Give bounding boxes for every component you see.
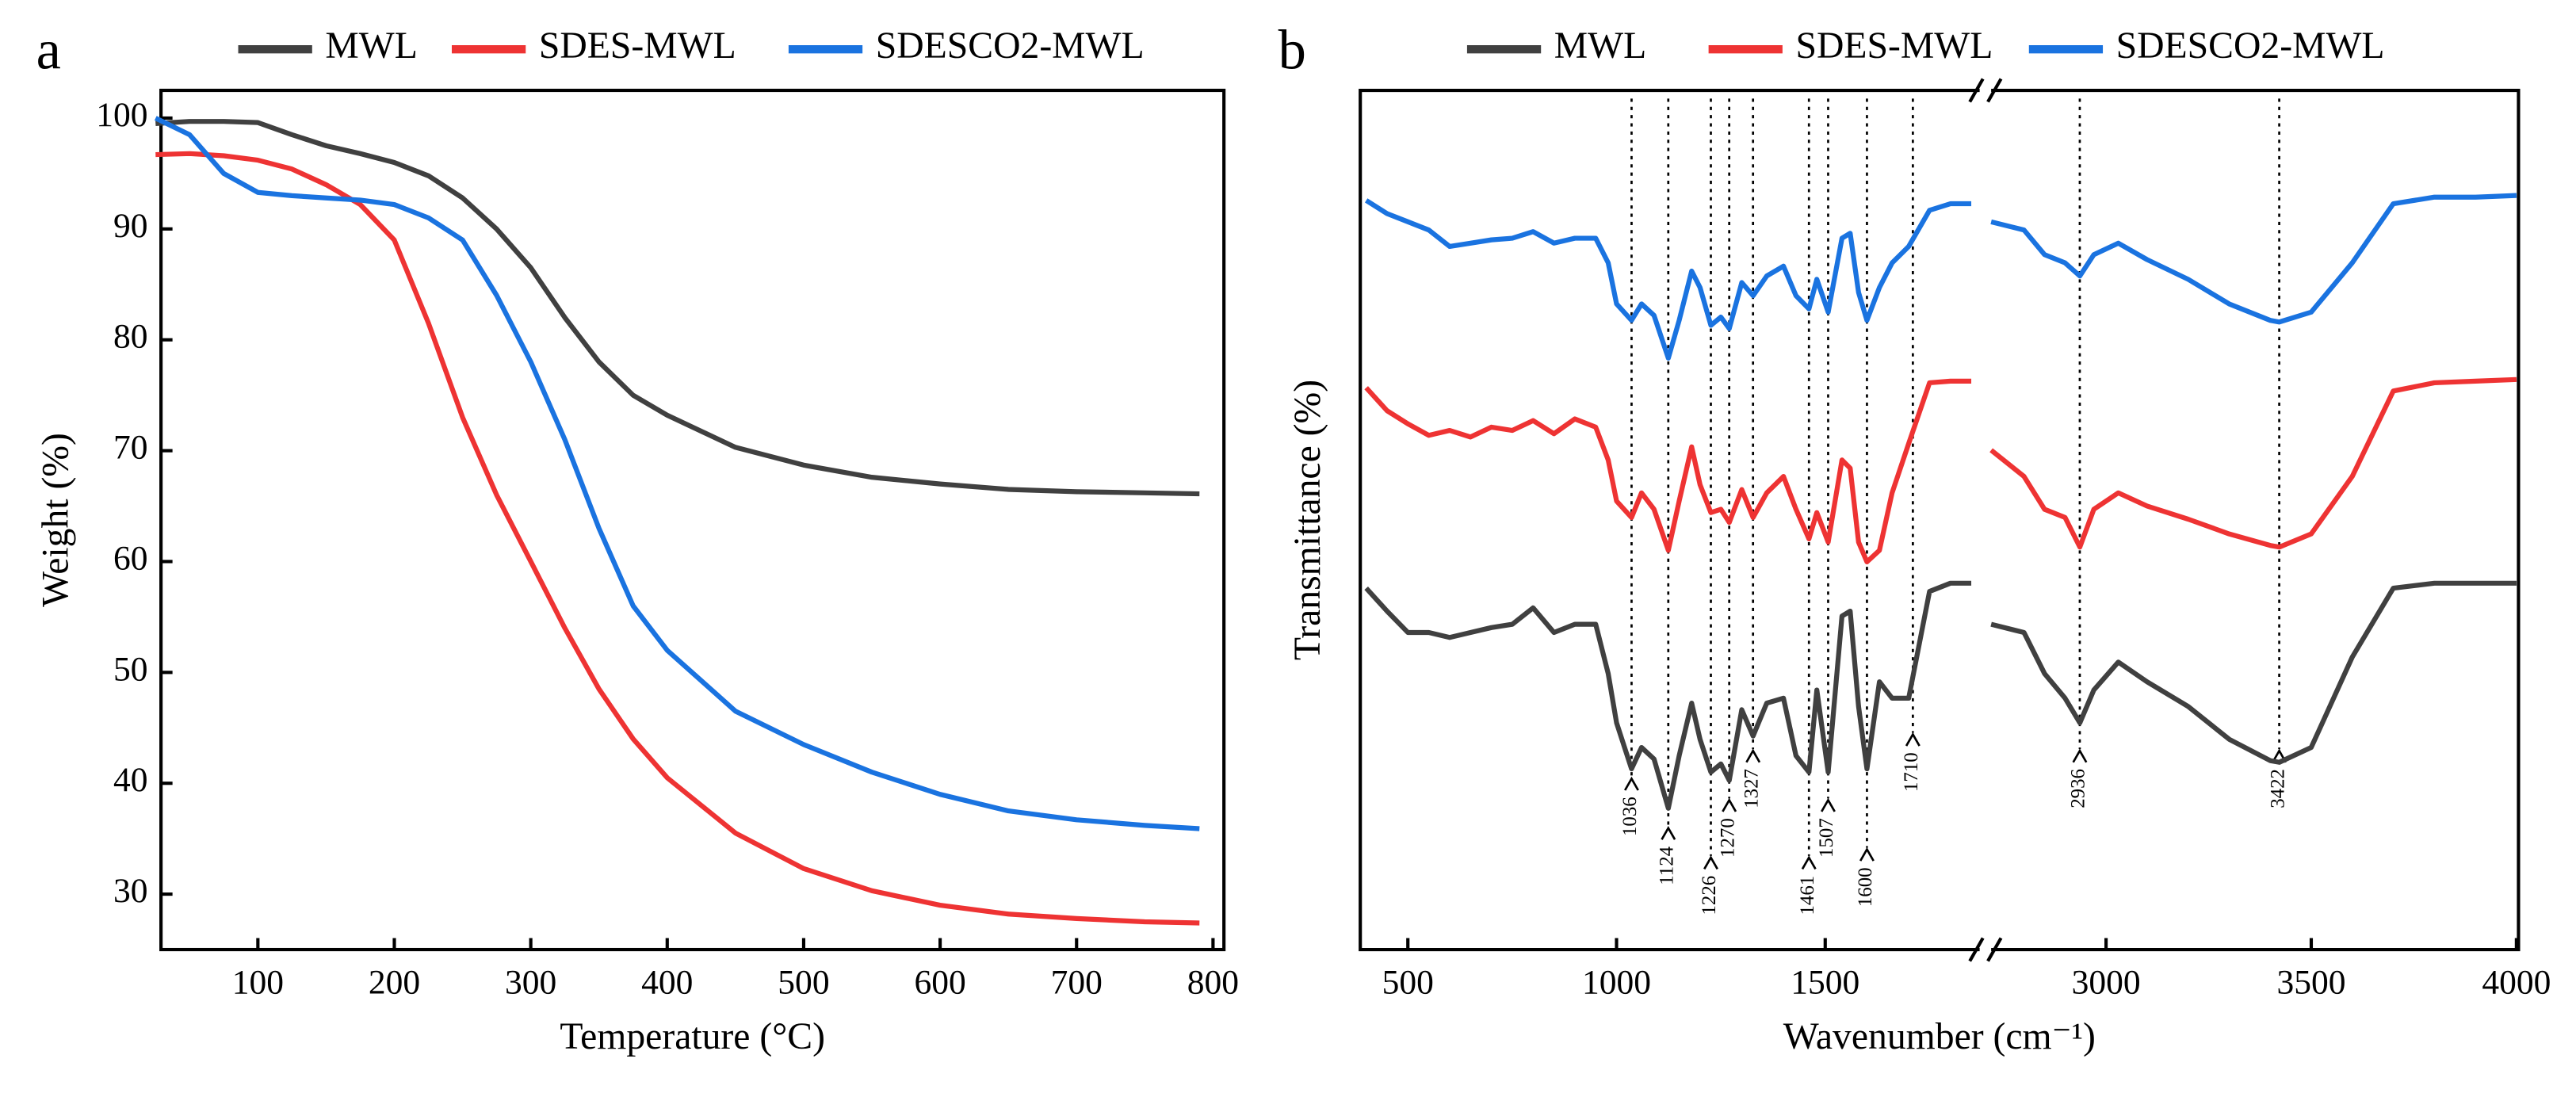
series-line bbox=[1990, 193, 2517, 325]
series-line bbox=[1364, 378, 1972, 564]
legend-label: MWL bbox=[1554, 25, 1646, 67]
x-tick-label: 3500 bbox=[2276, 964, 2345, 1002]
x-tick-label: 300 bbox=[505, 964, 556, 1002]
peak-arrow bbox=[1661, 825, 1676, 840]
y-axis-title: Weight (%) bbox=[36, 433, 77, 607]
series-line bbox=[1364, 580, 1972, 811]
y-axis-title: Transmittance (%) bbox=[1287, 380, 1328, 660]
y-tick-label: 60 bbox=[113, 539, 148, 577]
peak-label: 1226 bbox=[1699, 876, 1720, 915]
y-tick-label: 40 bbox=[113, 761, 148, 799]
series-line bbox=[1989, 376, 2517, 550]
series-line bbox=[155, 151, 1200, 926]
legend-label: SDESCO2-MWL bbox=[876, 25, 1145, 67]
x-tick-label: 600 bbox=[914, 964, 965, 1002]
x-tick-label: 1500 bbox=[1791, 964, 1859, 1002]
peak-label: 2936 bbox=[2068, 769, 2089, 808]
x-tick-label: 400 bbox=[641, 964, 693, 1002]
peak-arrow bbox=[1623, 776, 1639, 791]
y-tick-label: 50 bbox=[113, 650, 148, 688]
x-tick-label: 200 bbox=[369, 964, 420, 1002]
legend-label: MWL bbox=[325, 25, 417, 67]
peak-label: 1600 bbox=[1855, 867, 1876, 907]
series-line bbox=[1365, 198, 1972, 361]
peak-arrow bbox=[2072, 748, 2088, 763]
peak-label: 1710 bbox=[1901, 752, 1922, 792]
peak-arrow bbox=[1703, 855, 1718, 870]
x-tick-label: 700 bbox=[1051, 964, 1103, 1002]
y-tick-label: 80 bbox=[113, 318, 148, 356]
series-line bbox=[154, 116, 1200, 831]
peak-arrow bbox=[1905, 732, 1921, 747]
legend-label: SDES-MWL bbox=[539, 25, 736, 67]
peak-arrow bbox=[1821, 797, 1836, 812]
y-tick-label: 100 bbox=[96, 96, 147, 134]
x-tick-label: 100 bbox=[232, 964, 284, 1002]
legend-label: SDES-MWL bbox=[1795, 25, 1993, 67]
peak-arrow bbox=[1722, 797, 1737, 812]
panel-label: a bbox=[36, 20, 61, 82]
peak-label: 1327 bbox=[1741, 769, 1762, 808]
peak-label: 1461 bbox=[1797, 876, 1818, 915]
y-tick-label: 70 bbox=[113, 429, 148, 467]
x-tick-label: 4000 bbox=[2482, 964, 2551, 1002]
x-tick-label: 500 bbox=[1382, 964, 1434, 1002]
axis-break bbox=[1968, 78, 2003, 103]
series-line bbox=[1990, 580, 2517, 765]
peak-arrow bbox=[1859, 847, 1875, 862]
axis-frame bbox=[159, 88, 1226, 952]
legend-label: SDESCO2-MWL bbox=[2116, 25, 2385, 67]
x-tick-label: 3000 bbox=[2072, 964, 2141, 1002]
peak-label: 1036 bbox=[1619, 797, 1641, 836]
series-line bbox=[155, 119, 1200, 497]
axis-frame bbox=[1359, 88, 2521, 952]
peak-label: 1507 bbox=[1816, 818, 1837, 858]
peak-label: 1124 bbox=[1657, 846, 1678, 885]
x-tick-label: 800 bbox=[1187, 964, 1239, 1002]
x-tick-label: 1000 bbox=[1582, 964, 1651, 1002]
axis-break bbox=[1968, 937, 2003, 962]
peak-label: 3422 bbox=[2267, 769, 2288, 808]
y-tick-label: 30 bbox=[113, 872, 148, 910]
y-tick-label: 90 bbox=[113, 207, 148, 245]
x-axis-title: Temperature (°C) bbox=[560, 1016, 825, 1057]
peak-arrow bbox=[1745, 748, 1761, 763]
x-axis-title: Wavenumber (cm⁻¹) bbox=[1783, 1016, 2096, 1057]
x-tick-label: 500 bbox=[778, 964, 829, 1002]
panel-label: b bbox=[1278, 20, 1306, 82]
peak-arrow bbox=[1801, 855, 1817, 870]
peak-label: 1270 bbox=[1717, 818, 1738, 858]
